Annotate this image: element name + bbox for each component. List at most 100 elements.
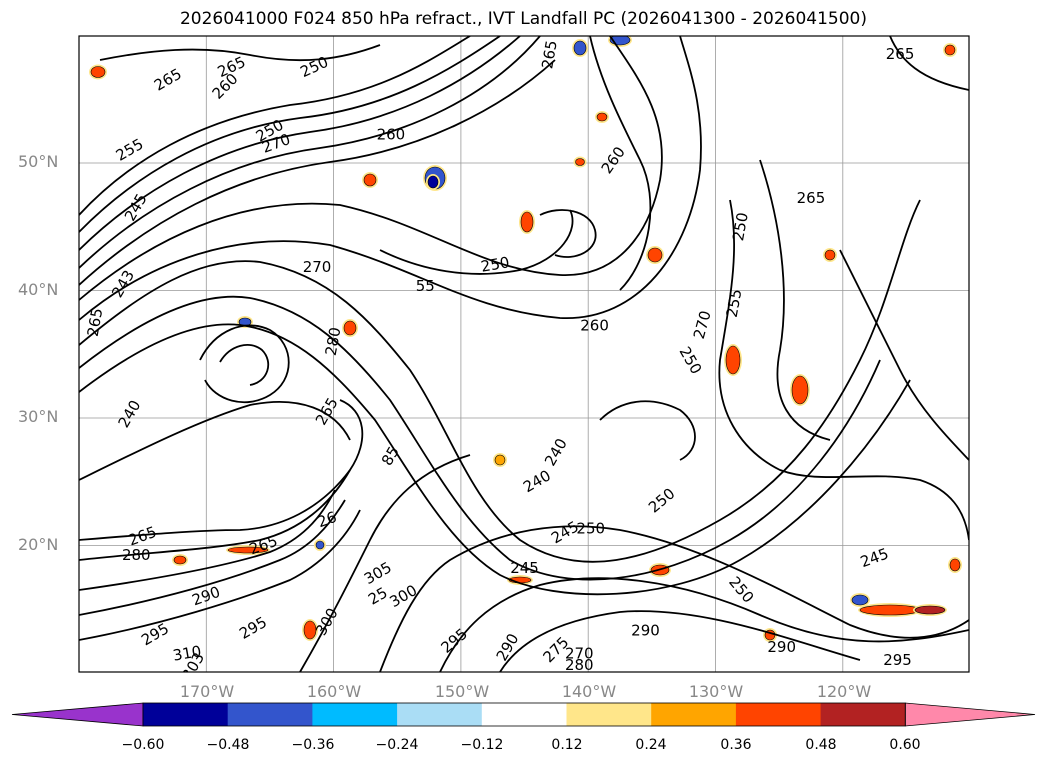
colorbar-tick: −0.60 <box>121 737 165 753</box>
anomaly-patch <box>575 158 585 166</box>
contour-line <box>79 295 881 581</box>
contour-line <box>79 59 556 286</box>
contour-line <box>839 249 969 461</box>
colorbar-segment <box>651 703 737 726</box>
colorbar-tick: −0.24 <box>375 737 419 753</box>
lon-label-130w: 130°W <box>688 682 744 701</box>
colorbar-extend-low <box>11 702 144 727</box>
colorbar-tick: −0.12 <box>460 737 504 753</box>
colorbar-extend-high <box>904 702 1036 727</box>
contour-line <box>79 36 702 321</box>
lon-label-170w: 170°W <box>179 682 235 701</box>
contour-label: 280 <box>322 326 345 357</box>
colorbar-segment <box>820 703 906 726</box>
graticule <box>79 36 969 672</box>
contour-label: 265 <box>886 45 915 63</box>
contour-line <box>379 209 574 275</box>
contour-label: 260 <box>377 125 406 143</box>
anomaly-patch <box>573 40 587 56</box>
anomaly-patch <box>851 594 869 606</box>
anomaly-patch <box>859 604 921 616</box>
contour-label: 280 <box>565 656 594 674</box>
lon-label-150w: 150°W <box>434 682 490 701</box>
anomaly-patch <box>173 555 187 565</box>
anomaly-patch <box>303 620 317 640</box>
colorbar-tick: 0.48 <box>805 737 837 753</box>
lon-label-160w: 160°W <box>306 682 362 701</box>
contour-line <box>79 469 351 561</box>
contour-label: 310 <box>171 642 202 665</box>
contour-line <box>589 36 652 291</box>
contour-label: 265 <box>84 307 107 338</box>
contour-line <box>718 199 969 541</box>
contour-label: 295 <box>883 651 912 669</box>
contour-line <box>79 199 921 563</box>
contour-label: 265 <box>797 189 826 207</box>
contour-label: 55 <box>416 277 435 295</box>
anomaly-patch <box>914 605 946 615</box>
anomaly-patch <box>596 112 608 122</box>
anomaly-patch <box>647 247 663 263</box>
contour-label: 245 <box>510 559 539 577</box>
contour-label: 250 <box>729 211 752 242</box>
contour-line <box>439 577 969 672</box>
colorbar-outline <box>142 702 906 727</box>
colorbar-tick: 0.24 <box>635 737 667 753</box>
colorbar-tick: 0.12 <box>551 737 583 753</box>
contour-label: 270 <box>565 644 594 662</box>
contour-line <box>219 344 270 386</box>
contour-line <box>889 36 969 91</box>
colorbar-tick: 0.60 <box>889 737 921 753</box>
map-frame <box>78 35 970 673</box>
contour-line <box>79 36 541 269</box>
contour-line <box>79 499 346 616</box>
contour-label: 26 <box>315 508 339 531</box>
anomaly-patch <box>725 345 741 375</box>
contour-label: 290 <box>767 638 796 656</box>
map-title: 2026041000 F024 850 hPa refract., IVT La… <box>179 9 867 29</box>
colorbar-segment <box>227 703 313 726</box>
contour-line <box>79 323 911 596</box>
colorbar-segment <box>481 703 567 726</box>
lat-label-40n: 40°N <box>18 280 59 299</box>
contour-line <box>99 44 381 62</box>
colorbar-segment <box>566 703 652 726</box>
anomaly-patch <box>824 249 836 261</box>
lat-label-50n: 50°N <box>18 152 59 171</box>
lon-label-120w: 120°W <box>816 682 872 701</box>
colorbar-tick: −0.48 <box>206 737 250 753</box>
refractivity-contours <box>79 36 969 672</box>
contour-line <box>79 401 351 481</box>
contour-line <box>499 610 861 672</box>
contour-label: 265 <box>538 39 561 70</box>
colorbar-segment <box>143 703 229 726</box>
contour-line <box>79 36 501 233</box>
lon-label-140w: 140°W <box>561 682 617 701</box>
contour-label: 255 <box>723 287 746 318</box>
contour-line <box>379 525 969 672</box>
contour-label: 250 <box>576 519 605 537</box>
lat-label-30n: 30°N <box>18 407 59 426</box>
anomaly-patch <box>90 66 106 78</box>
anomaly-patch <box>363 173 377 187</box>
contour-line <box>79 489 336 591</box>
anomaly-patch <box>949 558 961 572</box>
contour-line <box>539 209 597 258</box>
contour-line <box>79 509 361 641</box>
contour-line <box>79 36 663 301</box>
colorbar-tick: −0.36 <box>291 737 335 753</box>
contour-label: 290 <box>631 621 660 639</box>
anomaly-patch <box>427 175 439 189</box>
contour-line <box>79 399 364 541</box>
contour-label: 270 <box>303 258 332 276</box>
contour-line <box>299 454 471 672</box>
anomaly-patch <box>791 375 809 405</box>
contour-line <box>79 36 521 251</box>
contour-label: 260 <box>580 317 609 335</box>
colorbar-segment <box>397 703 483 726</box>
anomaly-patch <box>944 44 956 56</box>
anomaly-patch <box>227 546 269 554</box>
contour-line <box>759 159 831 441</box>
colorbar-tick: 0.36 <box>720 737 752 753</box>
